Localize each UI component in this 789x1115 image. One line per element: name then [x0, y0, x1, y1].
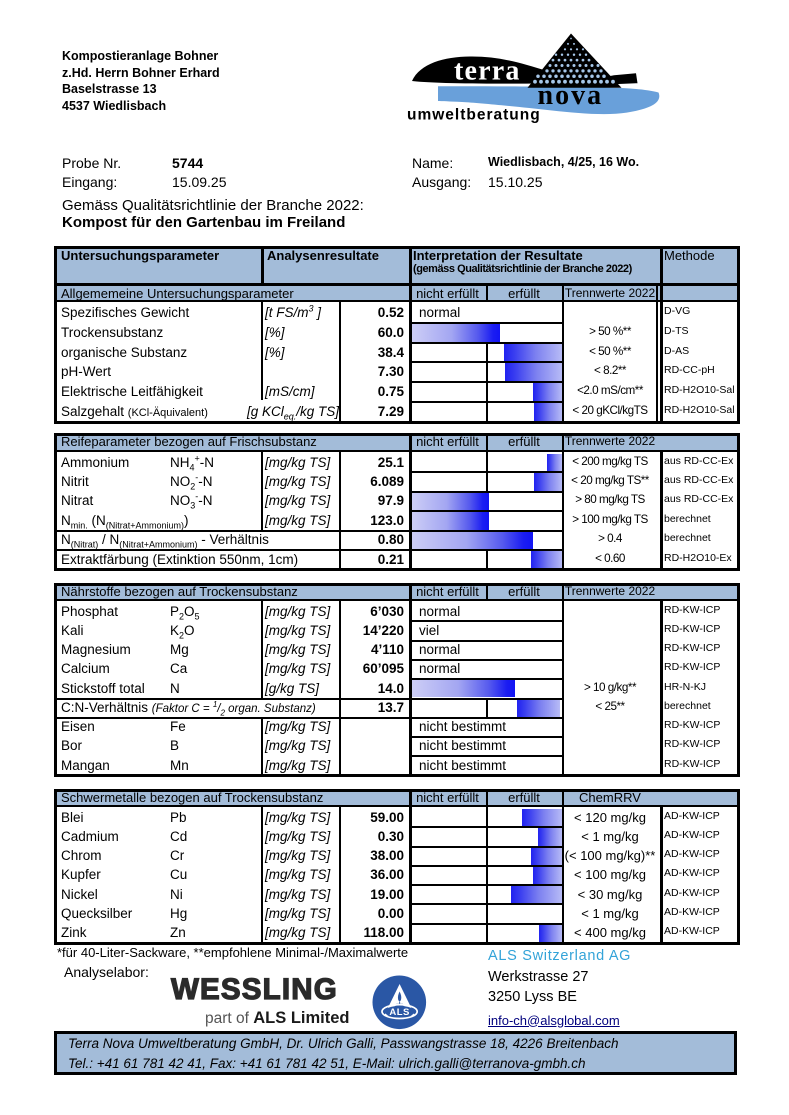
svg-text:umweltberatung: umweltberatung	[407, 107, 541, 124]
svg-text:nova: nova	[538, 80, 604, 111]
svg-text:terra: terra	[454, 56, 521, 87]
svg-text:ALS: ALS	[389, 1007, 410, 1018]
